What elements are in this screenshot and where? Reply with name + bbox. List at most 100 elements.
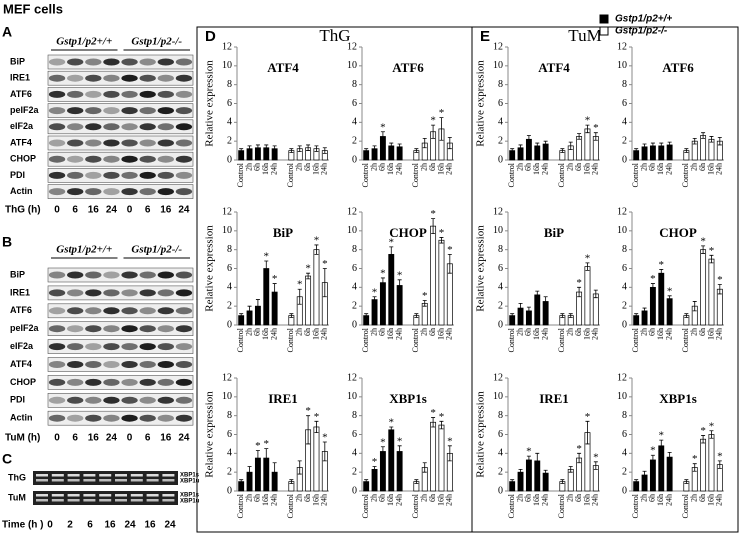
blot-band — [175, 361, 193, 368]
blot-band — [67, 343, 84, 351]
y-tick-label: 4 — [352, 448, 357, 459]
error-bar — [372, 466, 377, 473]
bar — [576, 136, 583, 161]
error-bar — [389, 142, 394, 150]
blot-band — [175, 378, 193, 386]
chart-title: ATF4 — [538, 60, 570, 75]
bar — [371, 299, 378, 326]
x-tick-label: 16h — [532, 328, 541, 340]
y-tick-label: 8 — [227, 410, 232, 421]
blot-strip — [47, 375, 194, 390]
x-tick-label: Control — [631, 493, 640, 518]
x-tick-label: Control — [236, 327, 245, 352]
gel-band — [51, 499, 64, 502]
x-tick-label: 24h — [715, 163, 724, 175]
bar — [525, 459, 532, 492]
significance-star: * — [380, 436, 386, 448]
x-tick-label: 6h — [378, 328, 387, 336]
blot-band — [175, 90, 193, 98]
legend-swatch — [599, 26, 609, 36]
error-bar — [577, 133, 582, 140]
time-axis-label: Time (h ) — [2, 520, 43, 531]
x-tick-label: 6h — [524, 494, 533, 502]
error-bar — [717, 284, 722, 295]
error-bar — [642, 307, 647, 315]
figure-title: MEF cells — [3, 1, 63, 16]
bar — [371, 468, 378, 492]
gel-band — [146, 474, 159, 477]
x-tick-label: 16h — [311, 328, 320, 340]
bar — [313, 426, 320, 492]
x-tick-label: 24h — [320, 494, 329, 506]
x-tick-label: 24h — [664, 494, 673, 506]
x-tick-label: 2h — [295, 163, 304, 171]
x-tick-label: 6h — [574, 328, 583, 336]
legend-label: Gstp1/p2+/+ — [615, 14, 672, 25]
bar — [388, 429, 395, 492]
blot-band — [175, 139, 193, 147]
y-tick-label: 4 — [622, 282, 627, 293]
significance-star: * — [322, 258, 328, 270]
x-tick-label: 2h — [566, 328, 575, 336]
blot-band — [121, 396, 138, 404]
y-tick-label: 2 — [227, 466, 232, 477]
bar — [379, 282, 386, 326]
gel-band — [162, 474, 175, 477]
error-bar — [272, 462, 277, 482]
bar — [666, 298, 673, 326]
blot-band — [121, 361, 138, 368]
y-tick-label: 12 — [347, 372, 357, 383]
blot-band — [85, 378, 102, 386]
blot-band — [175, 188, 193, 196]
time-label: 6 — [72, 433, 78, 444]
error-bar — [255, 144, 260, 151]
y-tick-label: 0 — [227, 485, 232, 496]
y-tick-label: 10 — [222, 225, 232, 236]
chart-title: CHOP — [389, 225, 427, 240]
error-bar — [535, 452, 540, 469]
x-tick-label: Control — [361, 493, 370, 518]
x-tick-label: 16h — [436, 328, 445, 340]
blot-row-label: eIF2a — [10, 121, 34, 131]
bar — [313, 249, 320, 326]
blot-band — [175, 58, 193, 66]
x-tick-label: Control — [557, 162, 566, 187]
time-label: 24 — [124, 520, 136, 531]
panel-title: ThG — [319, 26, 350, 45]
significance-star: * — [585, 411, 591, 423]
blot-strip — [47, 392, 194, 408]
blot-band — [139, 343, 156, 351]
x-tick-label: 2h — [566, 163, 575, 171]
y-tick-label: 12 — [347, 41, 357, 52]
gel-band — [146, 499, 159, 502]
x-tick-label: 16h — [261, 494, 270, 506]
gel-band — [99, 479, 112, 482]
panel-letter: E — [480, 28, 490, 45]
error-bar — [684, 313, 689, 318]
y-tick-label: 0 — [622, 319, 627, 330]
significance-star: * — [264, 250, 270, 262]
error-bar — [414, 148, 419, 153]
panel-e-box — [471, 26, 739, 533]
y-tick-label: 8 — [498, 244, 503, 255]
blot-band — [103, 343, 120, 351]
blot-band — [175, 74, 193, 82]
time-label: 2 — [67, 520, 73, 531]
y-tick-label: 4 — [352, 282, 357, 293]
blot-band — [48, 325, 66, 333]
y-tick-label: 2 — [622, 135, 627, 146]
x-tick-label: 16h — [656, 163, 665, 175]
x-tick-label: 24h — [664, 163, 673, 175]
blot-band — [139, 171, 156, 179]
blot-band — [48, 107, 66, 115]
blot-band — [85, 139, 102, 147]
blot-band — [48, 90, 66, 98]
blot-band — [67, 396, 84, 404]
blot-band — [48, 188, 66, 196]
error-bar — [543, 296, 548, 307]
y-tick-label: 8 — [622, 79, 627, 90]
time-label: 24 — [178, 205, 190, 216]
gel-band — [115, 474, 127, 477]
gel-band — [99, 474, 112, 477]
error-bar — [585, 124, 590, 134]
